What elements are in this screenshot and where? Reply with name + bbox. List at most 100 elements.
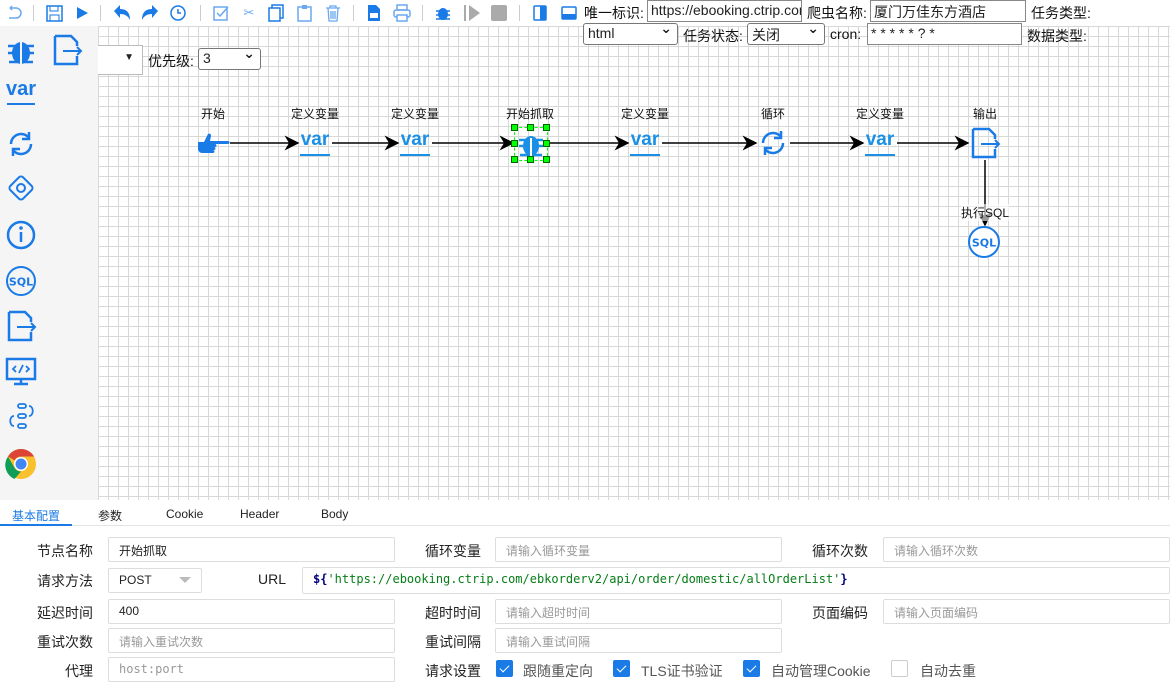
var-node-icon[interactable]: var bbox=[398, 126, 432, 160]
node-label: 定义变量 bbox=[855, 107, 905, 121]
history-icon[interactable] bbox=[169, 4, 187, 22]
retry-interval-input[interactable]: 请输入重试间隔 bbox=[495, 628, 782, 653]
var-node-icon[interactable]: var bbox=[628, 126, 662, 160]
encoding-input[interactable]: 请输入页面编码 bbox=[883, 599, 1170, 624]
palette-sql-icon[interactable]: SQL bbox=[4, 264, 38, 298]
node-label: 定义变量 bbox=[290, 107, 340, 121]
undo-icon[interactable] bbox=[5, 4, 23, 22]
node-label: 开始抓取 bbox=[505, 107, 555, 121]
auto-dedupe-checkbox[interactable] bbox=[891, 660, 908, 677]
resize-handle[interactable] bbox=[527, 124, 534, 131]
node-label: 定义变量 bbox=[620, 107, 670, 121]
tab-cookie[interactable]: Cookie bbox=[166, 507, 204, 521]
loop-node-icon[interactable] bbox=[756, 126, 790, 160]
debug-icon[interactable] bbox=[434, 4, 452, 22]
cron-label: cron: bbox=[830, 26, 862, 42]
var-node-icon[interactable]: var bbox=[298, 126, 332, 160]
tab-header[interactable]: Header bbox=[240, 507, 280, 521]
unique-id-label: 唯一标识: bbox=[584, 5, 644, 21]
auto-cookie-checkbox[interactable] bbox=[743, 660, 760, 677]
delay-input[interactable]: 400 bbox=[108, 599, 395, 624]
url-input[interactable]: ${'https://ebooking.ctrip.com/ebkorderv2… bbox=[302, 567, 1170, 594]
url-string: 'https://ebooking.ctrip.com/ebkorderv2/a… bbox=[327, 572, 841, 586]
cron-input[interactable]: * * * * * ? * bbox=[867, 23, 1022, 45]
palette-condition-icon[interactable] bbox=[4, 171, 38, 205]
task-type-select[interactable]: html bbox=[583, 20, 678, 45]
copy-icon[interactable] bbox=[267, 4, 285, 22]
proxy-label: 代理 bbox=[65, 663, 93, 679]
node-label: 输出 bbox=[972, 107, 998, 121]
loop-count-input[interactable]: 请输入循环次数 bbox=[883, 537, 1170, 562]
spider-name-input[interactable]: 厦门万佳东方酒店 bbox=[870, 0, 1026, 22]
palette-code-icon[interactable] bbox=[4, 355, 38, 389]
stop-icon[interactable] bbox=[490, 4, 508, 22]
resize-handle[interactable] bbox=[527, 156, 534, 163]
resize-handle[interactable] bbox=[543, 124, 550, 131]
tab-basic-config[interactable]: 基本配置 bbox=[12, 509, 61, 523]
proxy-input[interactable]: host:port bbox=[108, 657, 395, 682]
palette-var-icon[interactable]: var bbox=[4, 75, 38, 109]
node-palette: var SQL bbox=[0, 26, 98, 500]
method-select[interactable]: POST bbox=[108, 568, 202, 593]
palette-chrome-icon[interactable] bbox=[4, 447, 38, 481]
svg-text:SQL: SQL bbox=[972, 237, 996, 250]
palette-output-file-icon[interactable] bbox=[4, 309, 38, 343]
timeout-input[interactable]: 请输入超时时间 bbox=[495, 599, 782, 624]
auto-cookie-label: 自动管理Cookie bbox=[771, 663, 871, 679]
paste-icon[interactable] bbox=[296, 4, 314, 22]
node-label: 执行SQL bbox=[960, 204, 1010, 221]
start-hand-icon[interactable] bbox=[196, 126, 230, 160]
request-settings-label: 请求设置 bbox=[425, 663, 481, 679]
palette-info-icon[interactable] bbox=[4, 218, 38, 252]
loop-var-input[interactable]: 请输入循环变量 bbox=[495, 537, 782, 562]
encoding-label: 页面编码 bbox=[812, 605, 868, 621]
undo-arrow-icon[interactable] bbox=[113, 4, 131, 22]
retry-label: 重试次数 bbox=[37, 634, 93, 650]
node-name-input[interactable]: 开始抓取 bbox=[108, 537, 395, 562]
auto-dedupe-label: 自动去重 bbox=[920, 663, 976, 679]
run-icon[interactable] bbox=[73, 4, 91, 22]
url-prefix: ${ bbox=[313, 572, 328, 586]
tab-params[interactable]: 参数 bbox=[98, 509, 123, 523]
delay-label: 延迟时间 bbox=[37, 605, 93, 621]
sql-node-icon[interactable]: SQL bbox=[967, 225, 1001, 259]
follow-redirect-label: 跟随重定向 bbox=[523, 663, 593, 679]
resize-handle[interactable] bbox=[511, 140, 518, 147]
delete-icon[interactable] bbox=[324, 4, 342, 22]
palette-process-icon[interactable] bbox=[4, 400, 38, 434]
print-icon[interactable] bbox=[393, 4, 411, 22]
cut-icon[interactable]: ✂ bbox=[243, 5, 255, 20]
task-status-label: 任务状态: bbox=[683, 28, 743, 44]
step-icon[interactable] bbox=[463, 4, 481, 22]
partial-dropdown[interactable]: ▼ bbox=[98, 45, 143, 75]
resize-handle[interactable] bbox=[511, 156, 518, 163]
toggle-bottom-panel-icon[interactable] bbox=[560, 4, 578, 22]
property-panel: 基本配置 参数 Cookie Header Body 节点名称 开始抓取 循环变… bbox=[0, 500, 1170, 696]
flow-canvas[interactable] bbox=[98, 26, 1170, 500]
var-node-icon[interactable]: var bbox=[863, 126, 897, 160]
export-image-icon[interactable] bbox=[365, 4, 383, 22]
palette-output-icon[interactable] bbox=[50, 33, 84, 67]
priority-label: 优先级: bbox=[148, 53, 194, 69]
follow-redirect-checkbox[interactable] bbox=[496, 660, 513, 677]
redo-arrow-icon[interactable] bbox=[141, 4, 159, 22]
unique-id-input[interactable]: https://ebooking.ctrip.com bbox=[647, 0, 802, 22]
loop-var-label: 循环变量 bbox=[425, 543, 481, 559]
palette-bug-icon[interactable] bbox=[4, 33, 38, 67]
tls-verify-checkbox[interactable] bbox=[613, 660, 630, 677]
save-icon[interactable] bbox=[45, 4, 63, 22]
palette-loop-icon[interactable] bbox=[4, 127, 38, 161]
toggle-left-panel-icon[interactable] bbox=[531, 4, 549, 22]
resize-handle[interactable] bbox=[543, 140, 550, 147]
loop-count-label: 循环次数 bbox=[812, 543, 868, 559]
retry-input[interactable]: 请输入重试次数 bbox=[108, 628, 395, 653]
url-label: URL bbox=[258, 571, 287, 587]
priority-select[interactable]: 3 bbox=[198, 45, 261, 70]
resize-handle[interactable] bbox=[543, 156, 550, 163]
select-all-icon[interactable] bbox=[212, 4, 230, 22]
resize-handle[interactable] bbox=[511, 124, 518, 131]
output-node-icon[interactable] bbox=[968, 126, 1002, 160]
task-status-select[interactable]: 关闭 bbox=[747, 20, 825, 45]
tab-body[interactable]: Body bbox=[321, 507, 349, 521]
node-name-label: 节点名称 bbox=[37, 543, 93, 559]
